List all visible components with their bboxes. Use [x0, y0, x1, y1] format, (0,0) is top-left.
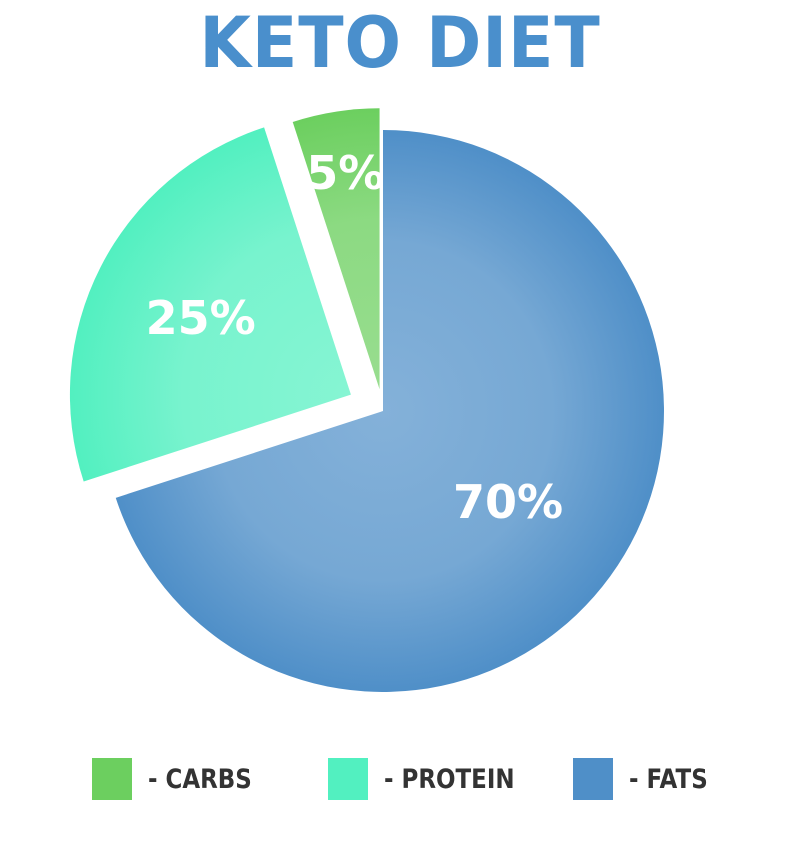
legend-item-protein: - PROTEIN [328, 758, 538, 800]
legend-swatch-carbs [92, 758, 132, 800]
pie-slice-fats [115, 130, 665, 693]
legend-label-fats: - FATS [629, 763, 708, 795]
legend-item-fats: - FATS [573, 758, 722, 800]
legend-swatch-fats [573, 758, 613, 800]
pie-slice-protein [69, 127, 351, 482]
legend-label-protein: - PROTEIN [384, 763, 515, 795]
legend-label-carbs: - CARBS [148, 763, 252, 795]
data-label-protein: 25% [146, 291, 256, 345]
legend-item-carbs: - CARBS [92, 758, 270, 800]
chart-title: KETO DIET [199, 2, 601, 84]
data-label-carbs: 5% [306, 146, 384, 200]
pie-slice-carbs [292, 108, 380, 390]
legend-swatch-protein [328, 758, 368, 800]
data-label-fats: 70% [453, 475, 563, 529]
